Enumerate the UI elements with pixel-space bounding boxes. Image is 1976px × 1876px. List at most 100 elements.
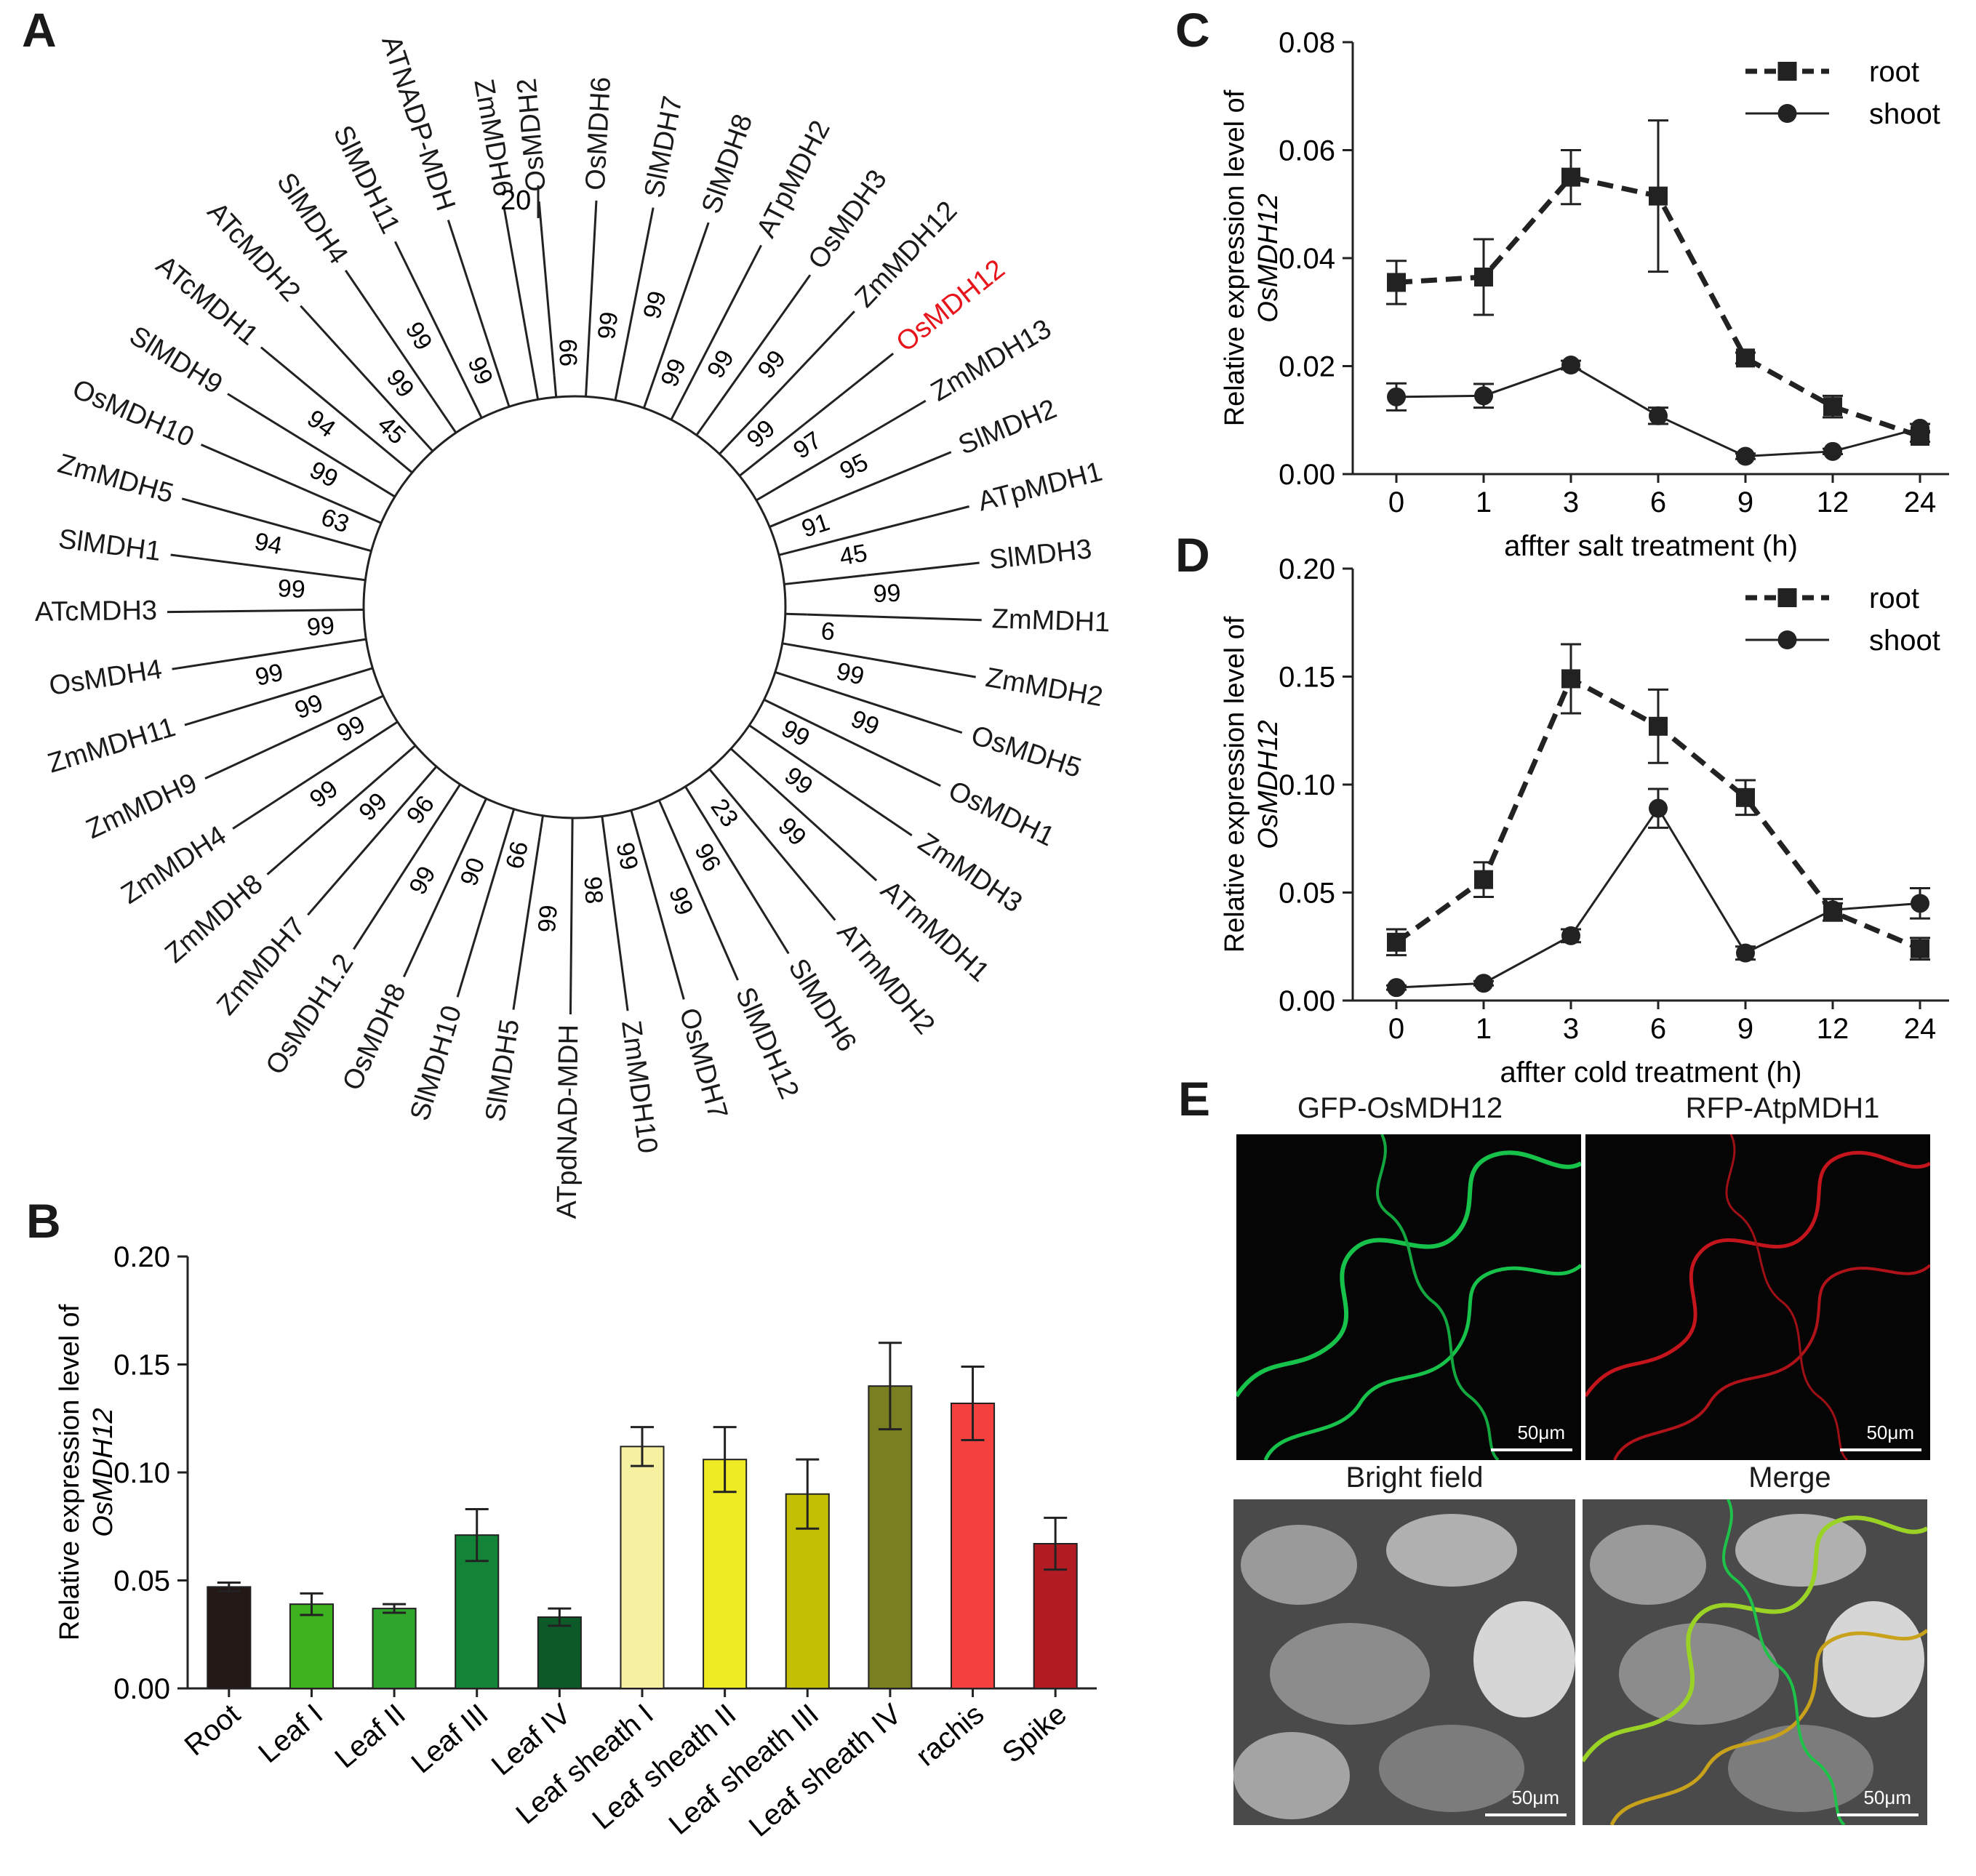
cold-chart-point-circle xyxy=(1561,926,1580,945)
bar-chart-y-axis-label: Relative expression level of xyxy=(55,1304,85,1640)
tree-stem xyxy=(340,462,396,498)
tree-branch xyxy=(172,644,325,670)
bar-chart-x-tick-label: Spike xyxy=(996,1698,1073,1769)
tree-stem xyxy=(324,638,367,647)
micrograph-merge: 50μm xyxy=(1583,1499,1927,1825)
salt-chart-point-circle xyxy=(1823,441,1842,461)
tree-leaf-label: OsMDH3 xyxy=(802,164,893,275)
tree-stem xyxy=(642,329,673,409)
bootstrap-value: 99 xyxy=(663,883,698,918)
salt-chart-x-tick-label: 6 xyxy=(1650,486,1666,518)
tree-leaf-label: OsMDH2 xyxy=(511,77,551,193)
salt-chart-x-axis-label: affter salt treatment (h) xyxy=(1504,530,1798,562)
tree-leaf-label: SlMDH5 xyxy=(480,1017,526,1123)
bar-chart-x-tick-label: Leaf III xyxy=(406,1698,495,1779)
tree-stem xyxy=(532,377,540,400)
bar-chart-y-tick-label: 0.15 xyxy=(113,1350,170,1382)
tree-branch xyxy=(170,553,284,571)
tree-branch xyxy=(666,819,739,981)
cold-chart-point-circle xyxy=(1736,943,1755,963)
tree-stem xyxy=(414,783,461,855)
cold-chart-y-tick-label: 0.20 xyxy=(1279,553,1335,585)
tree-stem xyxy=(601,816,612,878)
tree-branch xyxy=(402,854,461,978)
salt-chart-y-axis-label: Relative expression level of xyxy=(1220,89,1250,426)
tree-branch xyxy=(834,690,963,734)
bootstrap-value: 94 xyxy=(252,528,285,561)
tree-stem xyxy=(459,798,487,857)
cold-chart-point-square xyxy=(1561,669,1580,689)
tree-branch xyxy=(670,222,710,330)
tree-branch xyxy=(167,609,302,614)
bootstrap-value: 99 xyxy=(873,580,901,608)
tree-stem xyxy=(482,327,511,407)
tree-branch xyxy=(447,220,485,329)
tree-branch xyxy=(838,734,941,787)
tree-branch xyxy=(767,737,913,837)
bar-chart-x-tick-label: rachis xyxy=(910,1698,990,1772)
scale-bar-bright-field xyxy=(1485,1813,1567,1816)
cold-chart-point-square xyxy=(1474,870,1493,889)
tree-stem xyxy=(695,400,722,436)
tree-stem xyxy=(431,397,457,434)
salt-chart-point-circle xyxy=(1649,406,1668,425)
tree-branch xyxy=(866,561,980,577)
bootstrap-value: 99 xyxy=(847,705,883,740)
tree-leaf-label: SlMDH10 xyxy=(404,1002,468,1124)
tree-stem xyxy=(585,354,590,397)
tree-stem xyxy=(756,488,776,502)
tree-branch xyxy=(300,305,419,436)
tree-stem xyxy=(417,434,434,452)
tree-branch xyxy=(808,451,952,512)
cold-chart-x-tick-label: 1 xyxy=(1476,1013,1492,1045)
tree-leaf-label: SlMDH2 xyxy=(954,393,1061,461)
bootstrap-value: 99 xyxy=(277,574,306,604)
tree-stem xyxy=(769,510,809,528)
tree-stem xyxy=(307,694,384,732)
cold-chart-legend-marker xyxy=(1777,588,1797,607)
tree-leaf-label: ZmMDH2 xyxy=(983,662,1105,713)
cold-chart-point-square xyxy=(1736,787,1755,807)
bootstrap-value: 99 xyxy=(400,317,438,355)
bar-chart-y-tick-label: 0.10 xyxy=(113,1457,170,1489)
tree-branch xyxy=(720,274,812,401)
cold-chart-y-axis-label-gene: OsMDH12 xyxy=(1253,720,1284,849)
bootstrap-value: 99 xyxy=(833,657,867,691)
tree-stem xyxy=(614,338,629,401)
scale-label-merge: 50μm xyxy=(1863,1787,1911,1808)
tree-branch xyxy=(761,310,855,409)
tree-leaf-label: SlMDH6 xyxy=(782,953,862,1057)
tree-stem xyxy=(351,667,373,676)
tree-leaf-label: ATpMDH2 xyxy=(751,116,836,242)
tree-branch xyxy=(204,729,309,780)
tree-branch xyxy=(804,353,895,425)
gfp-cell-outline xyxy=(1236,1134,1581,1460)
scale-label-bright-field: 50μm xyxy=(1511,1787,1559,1808)
cold-chart-y-tick-label: 0.00 xyxy=(1279,985,1335,1017)
salt-chart-point-circle xyxy=(1736,446,1755,466)
cold-chart-point-circle xyxy=(1649,798,1668,818)
tree-branch xyxy=(200,444,343,508)
bootstrap-value: 99 xyxy=(306,612,336,641)
tree-stem xyxy=(344,721,399,757)
salt-chart-x-tick-label: 9 xyxy=(1737,486,1753,518)
salt-chart-legend-marker xyxy=(1777,62,1797,81)
cold-chart-x-tick-label: 24 xyxy=(1904,1013,1937,1045)
bootstrap-value: 99 xyxy=(638,288,672,321)
tree-branch xyxy=(260,346,349,421)
tree-branch xyxy=(307,782,423,916)
bar-chart-y-tick-label: 0.05 xyxy=(113,1566,170,1598)
tree-branch xyxy=(227,393,343,465)
tree-branch xyxy=(569,900,573,1014)
tree-leaf-label: ZmMDH3 xyxy=(913,827,1028,919)
tree-leaf-label: OsMDH5 xyxy=(967,720,1085,784)
tree-branch xyxy=(775,399,927,491)
cold-chart-x-tick-label: 12 xyxy=(1817,1013,1849,1045)
bootstrap-value: 98 xyxy=(578,875,607,905)
tree-stem xyxy=(538,815,544,838)
tree-stem xyxy=(748,724,768,739)
tree-leaf-label: ZmMDH11 xyxy=(44,712,179,779)
cold-chart-point-circle xyxy=(1823,900,1842,920)
salt-chart-x-tick-label: 1 xyxy=(1476,486,1492,518)
